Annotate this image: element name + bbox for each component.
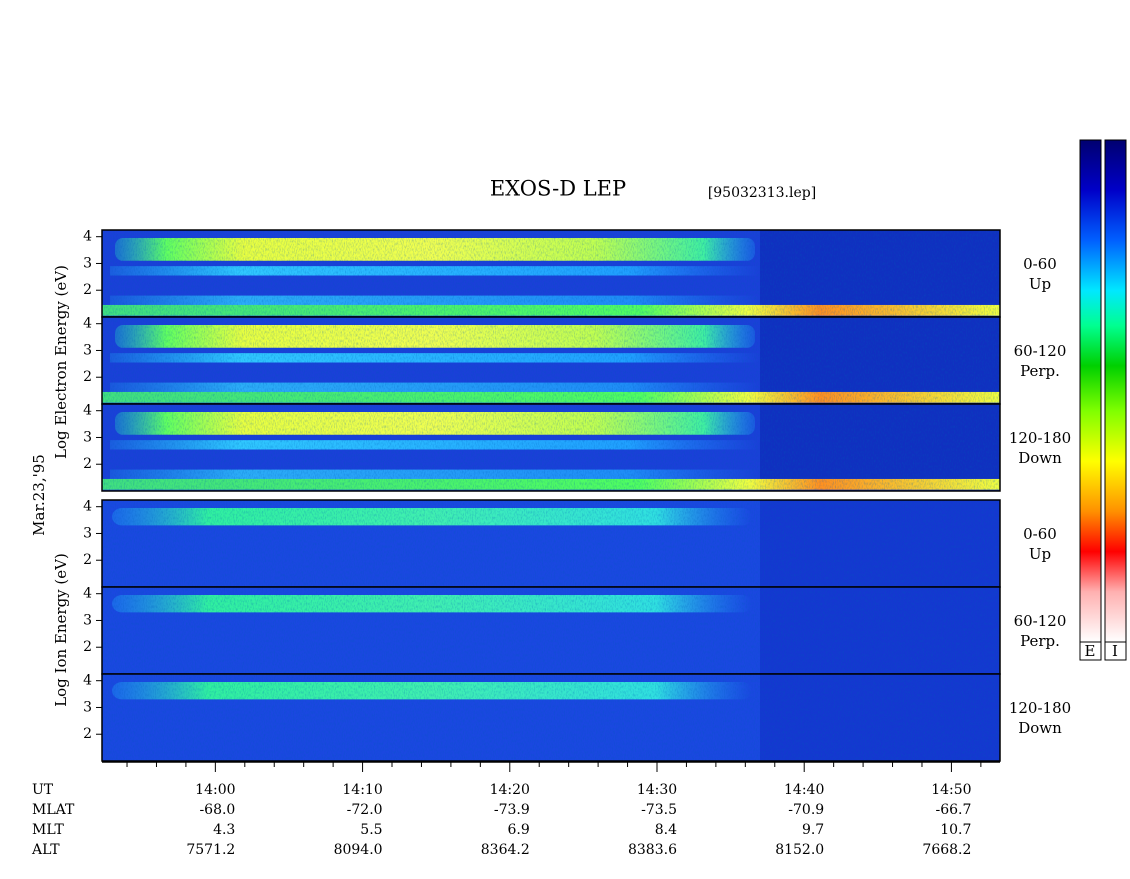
y-tick-label: 2 xyxy=(83,282,92,298)
y-tick-label: 2 xyxy=(83,456,92,472)
ephemeris-value: -73.5 xyxy=(641,802,677,818)
ephemeris-value: 7571.2 xyxy=(186,842,235,858)
ephemeris-value: 7668.2 xyxy=(922,842,971,858)
panel-label: 0-60 xyxy=(1023,255,1057,273)
colorbar xyxy=(1104,139,1127,643)
subtitle: [95032313.lep] xyxy=(708,185,816,201)
y-tick-label: 3 xyxy=(83,612,92,628)
x-tick-label: 14:40 xyxy=(784,782,824,798)
y-tick-label: 4 xyxy=(83,403,92,419)
y-tick-label: 2 xyxy=(83,726,92,742)
panel-label: Up xyxy=(1029,275,1051,293)
panel-label: 0-60 xyxy=(1023,525,1057,543)
y-tick-label: 4 xyxy=(83,499,92,515)
ephemeris-value: 6.9 xyxy=(508,822,530,838)
y-tick-label: 4 xyxy=(83,229,92,245)
spectrogram-noise xyxy=(102,500,1000,587)
ephemeris-value: 10.7 xyxy=(940,822,971,838)
y-tick-label: 4 xyxy=(83,586,92,602)
electron-y-label: Log Electron Energy (eV) xyxy=(52,265,70,459)
y-tick-label: 4 xyxy=(83,316,92,332)
panel-label: Up xyxy=(1029,545,1051,563)
ephemeris-value: 8094.0 xyxy=(334,842,383,858)
spectrogram-noise xyxy=(102,674,1000,761)
y-tick-label: 4 xyxy=(83,673,92,689)
y-tick-label: 3 xyxy=(83,429,92,445)
ephemeris-label: ALT xyxy=(31,842,60,858)
ephemeris-label: MLAT xyxy=(32,802,75,818)
y-tick-label: 2 xyxy=(83,639,92,655)
colorbar-label-box xyxy=(1079,641,1102,661)
date-label: Mar.23,'95 xyxy=(30,454,48,536)
ephemeris-label: UT xyxy=(32,782,54,798)
ephemeris-value: 9.7 xyxy=(802,822,824,838)
ephemeris-value: -68.0 xyxy=(199,802,235,818)
x-tick-label: 14:10 xyxy=(342,782,382,798)
x-tick-label: 14:20 xyxy=(490,782,530,798)
panel-label: Down xyxy=(1018,449,1062,467)
ephemeris-value: -72.0 xyxy=(347,802,383,818)
ephemeris-value: 5.5 xyxy=(360,822,382,838)
y-tick-label: 3 xyxy=(83,699,92,715)
x-tick-label: 14:00 xyxy=(195,782,235,798)
panel-frame xyxy=(101,673,1001,762)
panel-label: 120-180 xyxy=(1009,699,1071,717)
spectrogram-noise xyxy=(102,587,1000,674)
ephemeris-label: MLT xyxy=(32,822,64,838)
ephemeris-value: 8364.2 xyxy=(481,842,530,858)
x-tick-label: 14:50 xyxy=(931,782,971,798)
panel-label: 60-120 xyxy=(1014,342,1067,360)
ephemeris-value: -73.9 xyxy=(494,802,530,818)
ephemeris-value: -70.9 xyxy=(788,802,824,818)
panel-label: 60-120 xyxy=(1014,612,1067,630)
y-tick-label: 2 xyxy=(83,369,92,385)
panel-label: 120-180 xyxy=(1009,429,1071,447)
ion-y-label: Log Ion Energy (eV) xyxy=(52,553,70,707)
x-tick-label: 14:30 xyxy=(637,782,677,798)
panel-label: Perp. xyxy=(1020,362,1060,380)
ephemeris-value: 8.4 xyxy=(655,822,677,838)
colorbar-label: E xyxy=(1085,642,1096,660)
y-tick-label: 3 xyxy=(83,255,92,271)
spectrogram-noise xyxy=(102,230,1000,317)
panel-label: Down xyxy=(1018,719,1062,737)
ephemeris-value: 8152.0 xyxy=(775,842,824,858)
colorbar xyxy=(1079,139,1102,643)
spectrogram-noise xyxy=(102,317,1000,404)
colorbar-label-box xyxy=(1104,641,1127,661)
y-tick-label: 2 xyxy=(83,552,92,568)
ephemeris-value: 4.3 xyxy=(213,822,235,838)
spectrogram-noise xyxy=(102,404,1000,491)
y-tick-label: 3 xyxy=(83,525,92,541)
ephemeris-value: 8383.6 xyxy=(628,842,677,858)
panel-frame xyxy=(101,403,1001,492)
ephemeris-value: -66.7 xyxy=(936,802,972,818)
chart-title: EXOS-D LEP xyxy=(490,177,626,201)
colorbar-label: I xyxy=(1112,642,1118,660)
panel-label: Perp. xyxy=(1020,632,1060,650)
y-tick-label: 3 xyxy=(83,342,92,358)
